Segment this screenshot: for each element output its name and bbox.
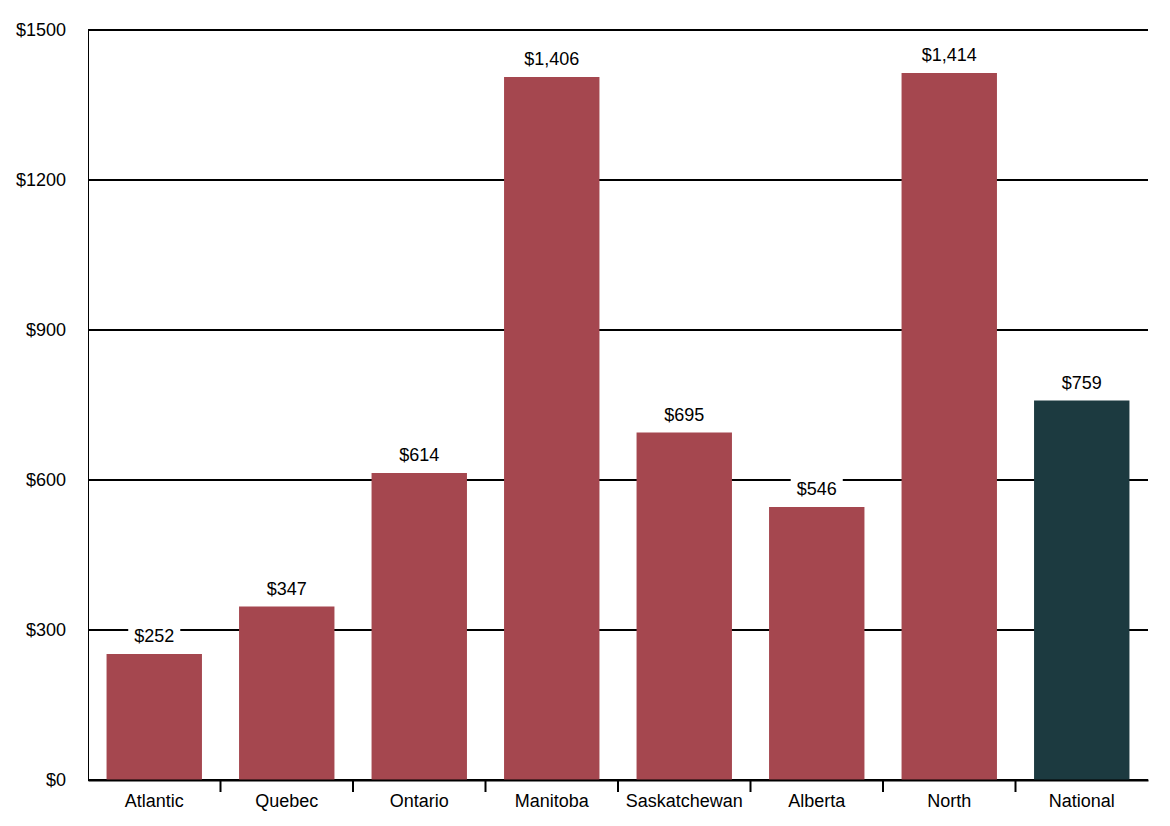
chart-container: Atlantic Quebec Ontario Manitoba Saskatchewa…: [0, 0, 1170, 826]
category-separator: [485, 780, 487, 792]
category-separator: [617, 780, 619, 792]
data-label-background: [261, 578, 313, 600]
bar: [637, 433, 732, 781]
bars: [107, 73, 1130, 780]
data-label-background: [393, 444, 445, 466]
data-label-group: $695: [658, 404, 710, 426]
data-label-background: [128, 625, 180, 647]
chart-svg: Atlantic Quebec Ontario Manitoba Saskatchewa…: [0, 0, 1170, 826]
bar: [902, 73, 997, 780]
data-label-background: [518, 48, 585, 70]
data-label-group: $1,414: [916, 44, 983, 66]
x-tick-label: Alberta: [788, 791, 846, 811]
x-axis: Atlantic Quebec Ontario Manitoba Saskatchewa…: [89, 780, 1149, 811]
data-label-background: [658, 404, 710, 426]
data-label-group: $1,406: [518, 48, 585, 70]
data-label-group: $252: [128, 625, 180, 647]
y-tick: $900: [26, 320, 88, 340]
category-separator: [750, 780, 752, 792]
x-tick-label: Atlantic: [125, 791, 184, 811]
data-label: $695: [664, 405, 704, 425]
category-separator: [352, 780, 354, 792]
grid: [88, 30, 1148, 780]
y-tick-label: $300: [26, 620, 66, 640]
y-tick-label: $900: [26, 320, 66, 340]
data-label-group: $759: [1056, 372, 1108, 394]
x-tick: Ontario: [390, 780, 449, 811]
data-label-background: [1056, 372, 1108, 394]
y-tick: $300: [26, 620, 88, 640]
x-tick-label: Manitoba: [515, 791, 590, 811]
category-separator: [1015, 780, 1017, 792]
y-axis: $0 $300 $600 $900 $1200 $1500: [16, 20, 89, 790]
x-tick: Atlantic: [125, 780, 184, 811]
data-labels: $252 $347 $614 $1,406 $695 $546 $1,414 $759: [128, 44, 1108, 647]
data-label: $546: [797, 479, 837, 499]
bar: [769, 507, 864, 780]
data-label-group: $546: [791, 478, 843, 500]
data-label-group: $347: [261, 578, 313, 600]
bar: [107, 654, 202, 780]
x-tick-label: National: [1049, 791, 1115, 811]
data-label: $614: [399, 445, 439, 465]
y-tick: $1200: [16, 170, 88, 190]
plot-area: Atlantic Quebec Ontario Manitoba Saskatchewa…: [16, 20, 1149, 811]
y-tick-label: $600: [26, 470, 66, 490]
data-label-background: [791, 478, 843, 500]
data-label: $759: [1062, 373, 1102, 393]
data-label-background: [916, 44, 983, 66]
category-separator: [882, 780, 884, 792]
bar: [1034, 401, 1129, 781]
y-tick: $0: [46, 770, 88, 790]
y-tick-label: $0: [46, 770, 66, 790]
data-label-group: $614: [393, 444, 445, 466]
data-label: $1,414: [922, 45, 977, 65]
data-label: $1,406: [524, 49, 579, 69]
x-tick: Quebec: [255, 780, 318, 811]
grid-line: [88, 29, 1148, 31]
bar: [372, 473, 467, 780]
x-tick-label: Quebec: [255, 791, 318, 811]
y-tick: $600: [26, 470, 88, 490]
x-tick-label: Ontario: [390, 791, 449, 811]
x-tick: National: [1049, 780, 1115, 811]
y-axis-line: [88, 31, 89, 781]
data-label: $347: [267, 579, 307, 599]
y-tick-label: $1200: [16, 170, 66, 190]
x-tick: Alberta: [788, 780, 846, 811]
category-separators: [221, 780, 1016, 792]
x-tick-label: North: [927, 791, 971, 811]
category-separator: [220, 780, 222, 792]
x-tick: North: [927, 780, 971, 811]
x-axis-line: [89, 780, 1149, 782]
bar: [504, 77, 599, 780]
data-label: $252: [134, 626, 174, 646]
x-tick: Saskatchewan: [626, 780, 743, 811]
y-tick-label: $1500: [16, 20, 66, 40]
x-tick-label: Saskatchewan: [626, 791, 743, 811]
x-tick: Manitoba: [515, 780, 590, 811]
y-tick: $1500: [16, 20, 88, 40]
bar: [239, 607, 334, 781]
